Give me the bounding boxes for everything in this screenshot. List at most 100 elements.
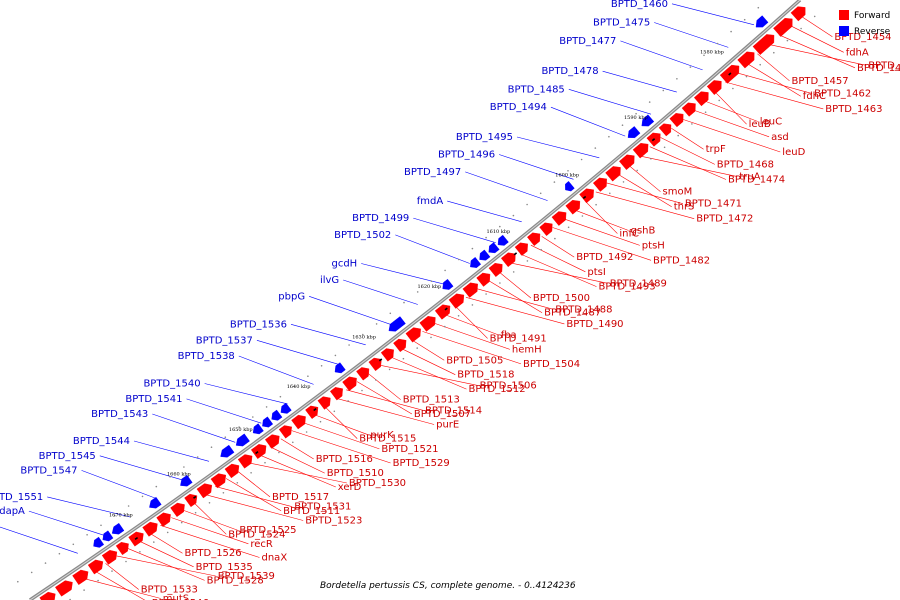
gene-label: BPTD_1510 — [327, 468, 384, 479]
dot — [180, 521, 183, 524]
dot — [416, 347, 419, 349]
dot — [512, 271, 515, 273]
forward-gene-arrow — [462, 282, 478, 298]
dot — [609, 192, 611, 195]
forward-gene-arrow — [101, 549, 118, 565]
label-connector — [574, 209, 629, 231]
label-connector — [682, 118, 781, 153]
forward-gene-arrow — [342, 376, 357, 392]
gene-label: BPTD_1507 — [414, 409, 471, 420]
gene-label: BPTD_1500 — [533, 293, 590, 304]
label-connector — [530, 244, 586, 273]
forward-gene-arrow — [317, 396, 331, 410]
label-connector — [654, 22, 729, 48]
gene-label: fba — [501, 330, 517, 341]
gene-label: BPTD_1526 — [185, 548, 242, 559]
label-connector — [725, 81, 824, 110]
forward-gene-arrow — [551, 211, 567, 226]
dot — [745, 75, 748, 78]
label-connector — [291, 430, 391, 464]
dot — [348, 344, 350, 346]
dot — [334, 354, 337, 357]
forward-gene-arrow — [291, 414, 306, 430]
label-connector — [247, 462, 347, 484]
gene-label: ptsH — [642, 240, 665, 251]
gene-label: BPTD_1530 — [349, 478, 406, 489]
gene-label: BPTD_1512 — [469, 384, 526, 395]
dot — [757, 6, 760, 9]
dot — [581, 215, 584, 217]
label-connector — [778, 34, 856, 69]
dot — [676, 78, 678, 80]
genome-backbone-highlight — [29, 0, 801, 600]
dot — [691, 123, 693, 125]
dot — [732, 87, 734, 90]
gene-label: BPTD_1493 — [599, 282, 656, 293]
reverse-gene-arrow — [252, 423, 264, 435]
forward-gene-arrow — [278, 425, 292, 439]
gene-label: BPTD_1535 — [196, 562, 253, 573]
dot — [361, 389, 363, 392]
dot — [512, 214, 515, 217]
gene-label: BPTD_1478 — [541, 66, 598, 77]
dot — [111, 570, 113, 572]
gene-label: leuD — [782, 147, 805, 158]
genome-caption: Bordetella pertussis CS, complete genome… — [320, 581, 576, 591]
label-connector — [422, 331, 522, 365]
gene-label: BPTD_1472 — [696, 214, 753, 225]
label-connector — [335, 397, 435, 425]
dot — [114, 514, 116, 517]
forward-gene-arrow — [752, 34, 775, 55]
tick-mark — [255, 451, 259, 455]
reverse-gene-arrow — [235, 433, 250, 447]
gene-label: BPTD_1546 — [152, 598, 209, 600]
dot — [139, 551, 141, 553]
gene-label: pbpG — [278, 291, 305, 302]
gene-label: BPTD_1475 — [593, 18, 650, 29]
label-connector — [256, 340, 340, 365]
dot — [759, 63, 761, 66]
label-connector — [105, 563, 139, 590]
dot — [635, 112, 637, 115]
dot — [224, 436, 227, 439]
dot — [485, 293, 487, 295]
legend-forward-swatch — [839, 10, 849, 20]
label-connector — [552, 227, 652, 261]
gene-label: purE — [436, 420, 459, 431]
label-connector — [215, 486, 293, 507]
gene-label: BPTD_1454 — [834, 32, 891, 43]
dot — [194, 511, 197, 514]
gene-label: BPTD_1514 — [425, 405, 482, 416]
gene-label: BPTD_1485 — [508, 84, 565, 95]
gene-label: leuB — [749, 119, 771, 130]
gene-label: BPTD_1524 — [228, 529, 285, 540]
forward-gene-arrow — [500, 252, 516, 268]
label-connector — [99, 455, 183, 481]
gene-label: BPTD_1506 — [480, 380, 537, 391]
gene-label: gshB — [631, 226, 656, 237]
label-connector — [671, 3, 755, 26]
genome-backbone — [29, 0, 802, 600]
label-connector — [309, 296, 392, 326]
dot — [471, 304, 474, 306]
gene-label: BPTD_1482 — [653, 255, 710, 266]
label-connector — [152, 413, 236, 443]
gene-label: BPTD_1460 — [611, 0, 668, 10]
forward-gene-arrow — [224, 463, 240, 479]
gene-label: dnaX — [262, 553, 288, 564]
label-connector — [290, 324, 366, 346]
label-connector — [302, 422, 380, 450]
label-connector — [649, 146, 727, 180]
dot — [375, 323, 378, 325]
forward-gene-arrow — [156, 512, 171, 527]
gene-label: purK — [370, 430, 394, 441]
dot — [30, 571, 33, 574]
gene-label: BPTD_1487 — [544, 308, 601, 319]
forward-gene-arrow — [380, 348, 394, 362]
dot — [743, 18, 746, 21]
dot — [183, 466, 185, 468]
dot — [677, 134, 679, 137]
forward-gene-arrow — [87, 559, 104, 575]
gene-label: BPTD_1453 — [857, 63, 900, 74]
dot — [100, 524, 102, 527]
